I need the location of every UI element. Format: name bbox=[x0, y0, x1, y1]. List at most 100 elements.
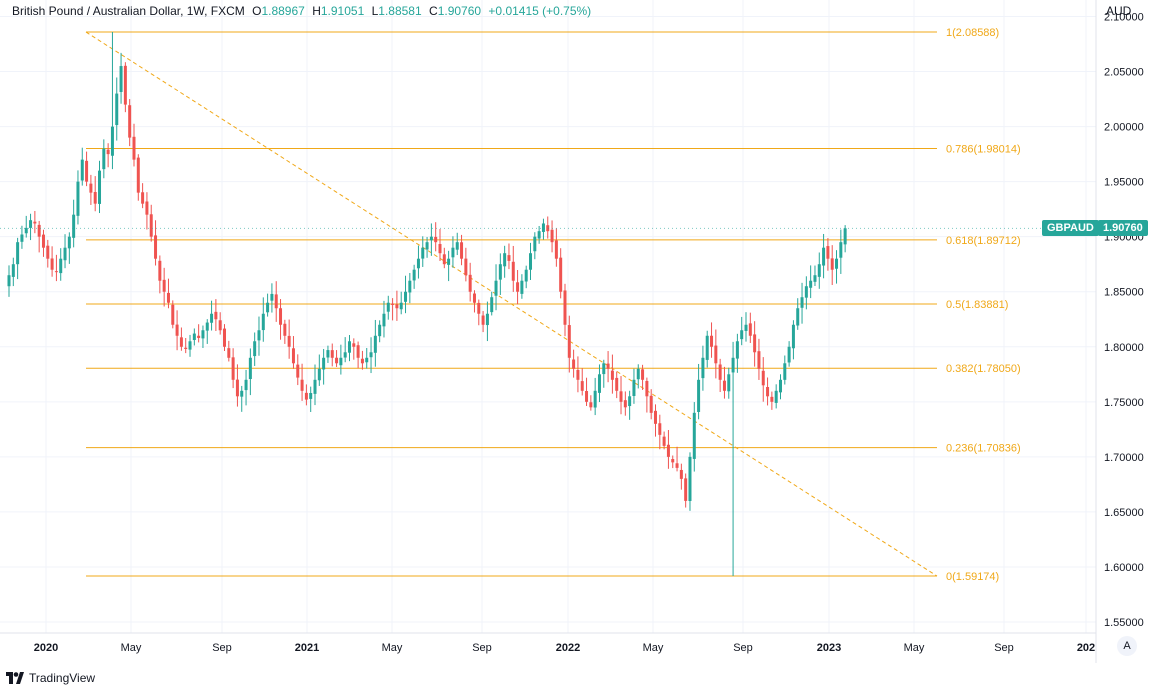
candle bbox=[438, 228, 442, 262]
candle-body bbox=[24, 227, 28, 234]
auto-scale-button[interactable]: A bbox=[1117, 636, 1137, 656]
price-tick-label: 1.65000 bbox=[1104, 507, 1144, 519]
candle-body bbox=[753, 334, 757, 353]
tradingview-logo: TradingView bbox=[6, 671, 95, 685]
candle-body bbox=[438, 244, 442, 254]
candle bbox=[766, 377, 770, 406]
candle-body bbox=[843, 228, 847, 245]
candle-body bbox=[365, 357, 369, 363]
candle bbox=[688, 452, 692, 511]
candle-body bbox=[404, 291, 408, 302]
candle-body bbox=[494, 280, 498, 296]
candle-body bbox=[188, 341, 192, 350]
candle bbox=[205, 319, 209, 344]
candle bbox=[261, 297, 265, 342]
candle bbox=[481, 311, 485, 333]
candle bbox=[343, 337, 347, 363]
candle-body bbox=[356, 345, 360, 358]
candle bbox=[623, 391, 627, 416]
high-label: H bbox=[312, 4, 321, 18]
price-axis[interactable]: 2.100002.050002.000001.950001.900001.850… bbox=[1104, 12, 1144, 629]
candle-body bbox=[317, 368, 321, 381]
candle bbox=[46, 239, 50, 268]
candle-body bbox=[98, 170, 102, 204]
time-tick-label: Sep bbox=[994, 642, 1014, 654]
time-tick-label: May bbox=[643, 642, 664, 654]
candle bbox=[442, 247, 446, 269]
candle bbox=[718, 358, 722, 393]
candle bbox=[804, 276, 808, 310]
candle bbox=[658, 414, 662, 450]
candle-body bbox=[279, 308, 283, 325]
last-price-tag: 1.90760 bbox=[1098, 220, 1148, 237]
candle bbox=[24, 215, 28, 238]
price-tick-label: 1.80000 bbox=[1104, 342, 1144, 354]
candle bbox=[166, 278, 170, 309]
candle-body bbox=[343, 352, 347, 358]
candle bbox=[679, 463, 683, 490]
candle-body bbox=[300, 379, 304, 391]
candle-body bbox=[778, 379, 782, 393]
candle-body bbox=[37, 224, 41, 237]
candle-body bbox=[257, 330, 261, 341]
candle-body bbox=[481, 315, 485, 325]
candle-body bbox=[839, 242, 843, 258]
candle bbox=[563, 283, 567, 337]
candle bbox=[787, 341, 791, 367]
candle-body bbox=[162, 279, 166, 292]
candle bbox=[391, 298, 395, 321]
candle-body bbox=[304, 392, 308, 400]
candle bbox=[817, 252, 821, 289]
fib-level-label: 0.786(1.98014) bbox=[946, 143, 1021, 155]
candle-body bbox=[76, 181, 80, 216]
candle bbox=[490, 291, 494, 316]
candle-body bbox=[464, 258, 468, 276]
candle-body bbox=[710, 335, 714, 347]
candle-body bbox=[205, 322, 209, 331]
candle bbox=[447, 250, 451, 282]
candle-body bbox=[537, 231, 541, 239]
candle bbox=[85, 151, 89, 187]
candle bbox=[783, 355, 787, 385]
candle-body bbox=[326, 350, 330, 358]
candle bbox=[753, 321, 757, 367]
close-value: 1.90760 bbox=[437, 4, 482, 18]
candle-body bbox=[274, 294, 278, 309]
candle-body bbox=[235, 379, 239, 397]
candle-body bbox=[287, 335, 291, 347]
candle bbox=[809, 265, 813, 299]
candle-body bbox=[632, 379, 636, 396]
candle bbox=[266, 293, 270, 317]
candle bbox=[223, 324, 226, 351]
candle bbox=[188, 334, 192, 357]
candle-body bbox=[529, 253, 533, 270]
candle bbox=[360, 350, 364, 370]
candle-body bbox=[248, 357, 252, 380]
fib-trend-line bbox=[85, 31, 938, 577]
candle-body bbox=[675, 463, 679, 468]
time-tick-label: 202 bbox=[1077, 642, 1095, 654]
candle bbox=[546, 216, 550, 239]
candle bbox=[162, 267, 166, 307]
candle bbox=[460, 234, 464, 266]
price-tick-label: 1.55000 bbox=[1104, 617, 1144, 629]
candle bbox=[619, 376, 623, 415]
candle bbox=[692, 402, 696, 472]
candle-body bbox=[546, 225, 550, 232]
candle bbox=[63, 234, 67, 269]
candle-body bbox=[744, 324, 748, 331]
candle-body bbox=[347, 341, 351, 353]
candle bbox=[421, 236, 425, 267]
candle-body bbox=[585, 391, 589, 402]
candle-body bbox=[641, 369, 645, 380]
candle bbox=[210, 300, 214, 331]
time-axis[interactable]: 2020 May Sep 2021 May Sep 2022 May Sep 2023 May Sep… bbox=[34, 642, 1095, 654]
candle-body bbox=[373, 335, 377, 353]
candle bbox=[645, 377, 649, 413]
candle bbox=[710, 322, 714, 358]
candle-body bbox=[619, 391, 623, 402]
candle-body bbox=[11, 264, 15, 277]
candle bbox=[498, 253, 502, 295]
fibonacci-retracement[interactable]: 1(2.08588) 0.786(1.98014) 0.618(1.89712) 0.… bbox=[85, 27, 1021, 583]
